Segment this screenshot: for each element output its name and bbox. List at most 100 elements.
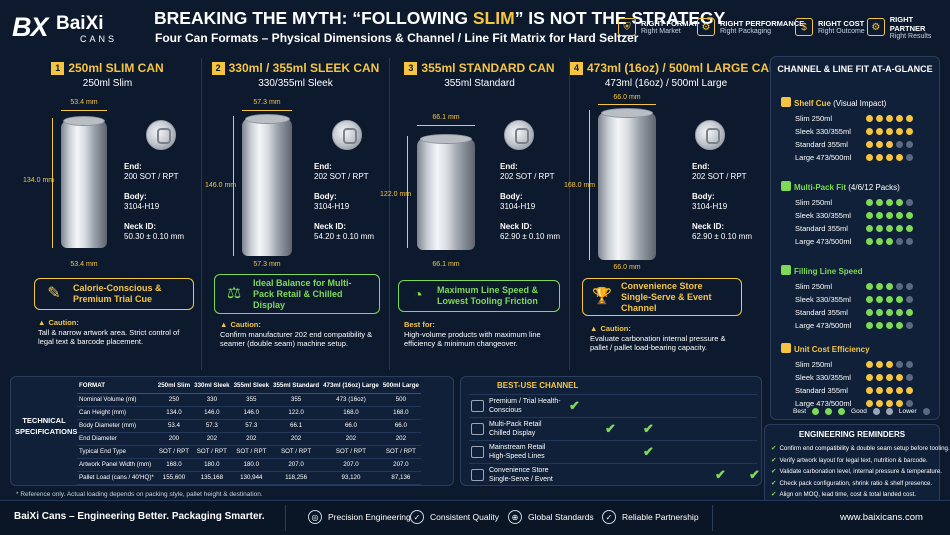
reminder-item: Align on MOQ, lead time, cost & total la… bbox=[771, 490, 916, 498]
category-icon bbox=[781, 181, 791, 191]
table-cell: 500 bbox=[380, 393, 421, 407]
footer-item-precision: ◎ Precision Engineering bbox=[308, 510, 411, 524]
score-dot bbox=[876, 400, 883, 407]
table-cell: 355 bbox=[271, 393, 322, 407]
table-cell: SOT / RPT bbox=[155, 445, 193, 459]
category-icon bbox=[781, 265, 791, 275]
score-dot bbox=[896, 361, 903, 368]
score-dot bbox=[876, 128, 883, 135]
fit-row: Sleek 330/355ml bbox=[795, 295, 930, 305]
score-dot bbox=[896, 212, 903, 219]
can-lid-image bbox=[332, 120, 362, 150]
score-dot bbox=[866, 225, 873, 232]
warning-icon: ▲ bbox=[590, 324, 598, 333]
tech-spec-table: FORMAT 250ml Slim 330ml Sleek 355ml Sleek 35… bbox=[77, 379, 421, 485]
check-circle-icon: ✓ bbox=[410, 510, 424, 524]
website-link[interactable]: www.baixicans.com bbox=[840, 512, 923, 523]
score-dot bbox=[896, 128, 903, 135]
check-icon: ✔ bbox=[643, 444, 654, 459]
column-header: 330ml Sleek bbox=[192, 379, 232, 394]
height-dim: 122.0 mm bbox=[380, 191, 412, 198]
feather-icon: ✎ bbox=[47, 285, 61, 302]
score-dot bbox=[896, 141, 903, 148]
score-dot bbox=[906, 283, 913, 290]
legend-dot-best bbox=[812, 408, 820, 415]
table-cell: SOT / RPT bbox=[192, 445, 232, 459]
score-dot bbox=[886, 199, 893, 206]
table-cell: 202 bbox=[321, 432, 381, 446]
table-footnote: * Reference only. Actual loading depends… bbox=[16, 491, 263, 498]
dim-line bbox=[233, 116, 234, 256]
score-dot bbox=[906, 212, 913, 219]
table-cell: 180.0 bbox=[192, 458, 232, 472]
table-cell: 330 bbox=[192, 393, 232, 407]
score-dot bbox=[896, 115, 903, 122]
channel-label: Convenience Store Single-Serve / Event bbox=[489, 467, 553, 483]
table-cell: 168.0 bbox=[321, 406, 381, 420]
score-dots bbox=[866, 309, 913, 316]
caution-note: ▲ Caution: Tall & narrow artwork area. Str… bbox=[38, 318, 180, 346]
table-cell: 57.3 bbox=[231, 419, 272, 433]
page-subtitle: Four Can Formats – Physical Dimensions &… bbox=[155, 31, 639, 45]
table-cell: 146.0 bbox=[231, 406, 272, 420]
score-dot bbox=[876, 199, 883, 206]
score-dot bbox=[876, 322, 883, 329]
can-slim-image bbox=[61, 116, 107, 248]
channel-icon bbox=[471, 446, 484, 458]
brand-logo: BX BaiXi CANS bbox=[12, 10, 142, 50]
column-header: 250ml Slim bbox=[155, 379, 193, 394]
table-cell: 93,120 bbox=[321, 471, 381, 485]
score-dot bbox=[906, 199, 913, 206]
table-cell: 130,944 bbox=[231, 471, 272, 485]
footer-item-partnership: ✓ Reliable Partnership bbox=[602, 510, 699, 524]
score-dots bbox=[866, 400, 913, 407]
table-cell: 57.3 bbox=[192, 419, 232, 433]
channel-label: Premium / Trial Health-Conscious bbox=[489, 398, 561, 414]
score-dot bbox=[876, 309, 883, 316]
can-title: 4 473ml (16oz) / 500ml LARGE CAN bbox=[570, 61, 778, 75]
table-cell: 207.0 bbox=[380, 458, 421, 472]
column-header: FORMAT bbox=[77, 379, 156, 394]
score-dot bbox=[906, 400, 913, 407]
reminders-heading: ENGINEERING REMINDERS bbox=[798, 430, 906, 439]
diameter-bottom: 57.3 mm bbox=[253, 261, 281, 268]
diameter-top: 57.3 mm bbox=[253, 99, 281, 106]
table-cell: 207.0 bbox=[321, 458, 381, 472]
score-dot bbox=[876, 361, 883, 368]
check-icon: ✔ bbox=[643, 421, 654, 436]
dim-line bbox=[598, 104, 656, 105]
score-dot bbox=[866, 199, 873, 206]
table-cell: Pallet Load (cans / 40'HQ)* bbox=[77, 471, 156, 485]
table-cell: 66.0 bbox=[380, 419, 421, 433]
tag-icon: $ bbox=[795, 18, 813, 36]
target-icon: ◎ bbox=[308, 510, 322, 524]
score-dot bbox=[906, 374, 913, 381]
score-dot bbox=[906, 361, 913, 368]
category-icon bbox=[781, 343, 791, 353]
fit-row: Large 473/500ml bbox=[795, 399, 930, 409]
can-subtitle: 250ml Slim bbox=[82, 78, 133, 89]
score-dot bbox=[886, 387, 893, 394]
benefit-box: ◔ Maximum Line Speed & Lowest Tooling Fr… bbox=[398, 280, 560, 312]
score-dots bbox=[866, 225, 913, 232]
table-cell: 146.0 bbox=[192, 406, 232, 420]
score-dot bbox=[876, 387, 883, 394]
fit-row: Slim 250ml bbox=[795, 282, 930, 292]
table-cell: 473 (16oz) bbox=[321, 393, 381, 407]
table-cell: 118,256 bbox=[271, 471, 322, 485]
fit-category: Shelf Cue (Visual Impact) bbox=[781, 97, 886, 108]
score-dot bbox=[886, 238, 893, 245]
score-dot bbox=[886, 154, 893, 161]
score-dot bbox=[886, 128, 893, 135]
table-cell: 122.0 bbox=[271, 406, 322, 420]
table-cell: 200 bbox=[155, 432, 193, 446]
channel-icon bbox=[471, 400, 484, 412]
best-use-heading: BEST-USE CHANNEL bbox=[497, 381, 579, 390]
can-title: 3 355ml STANDARD CAN bbox=[390, 61, 569, 75]
score-dot bbox=[866, 115, 873, 122]
dim-line bbox=[589, 110, 590, 260]
score-dot bbox=[906, 128, 913, 135]
logo-name: BaiXi bbox=[56, 13, 104, 34]
score-dots bbox=[866, 141, 913, 148]
reminder-item: Confirm end compatibility & double seam … bbox=[771, 444, 949, 452]
